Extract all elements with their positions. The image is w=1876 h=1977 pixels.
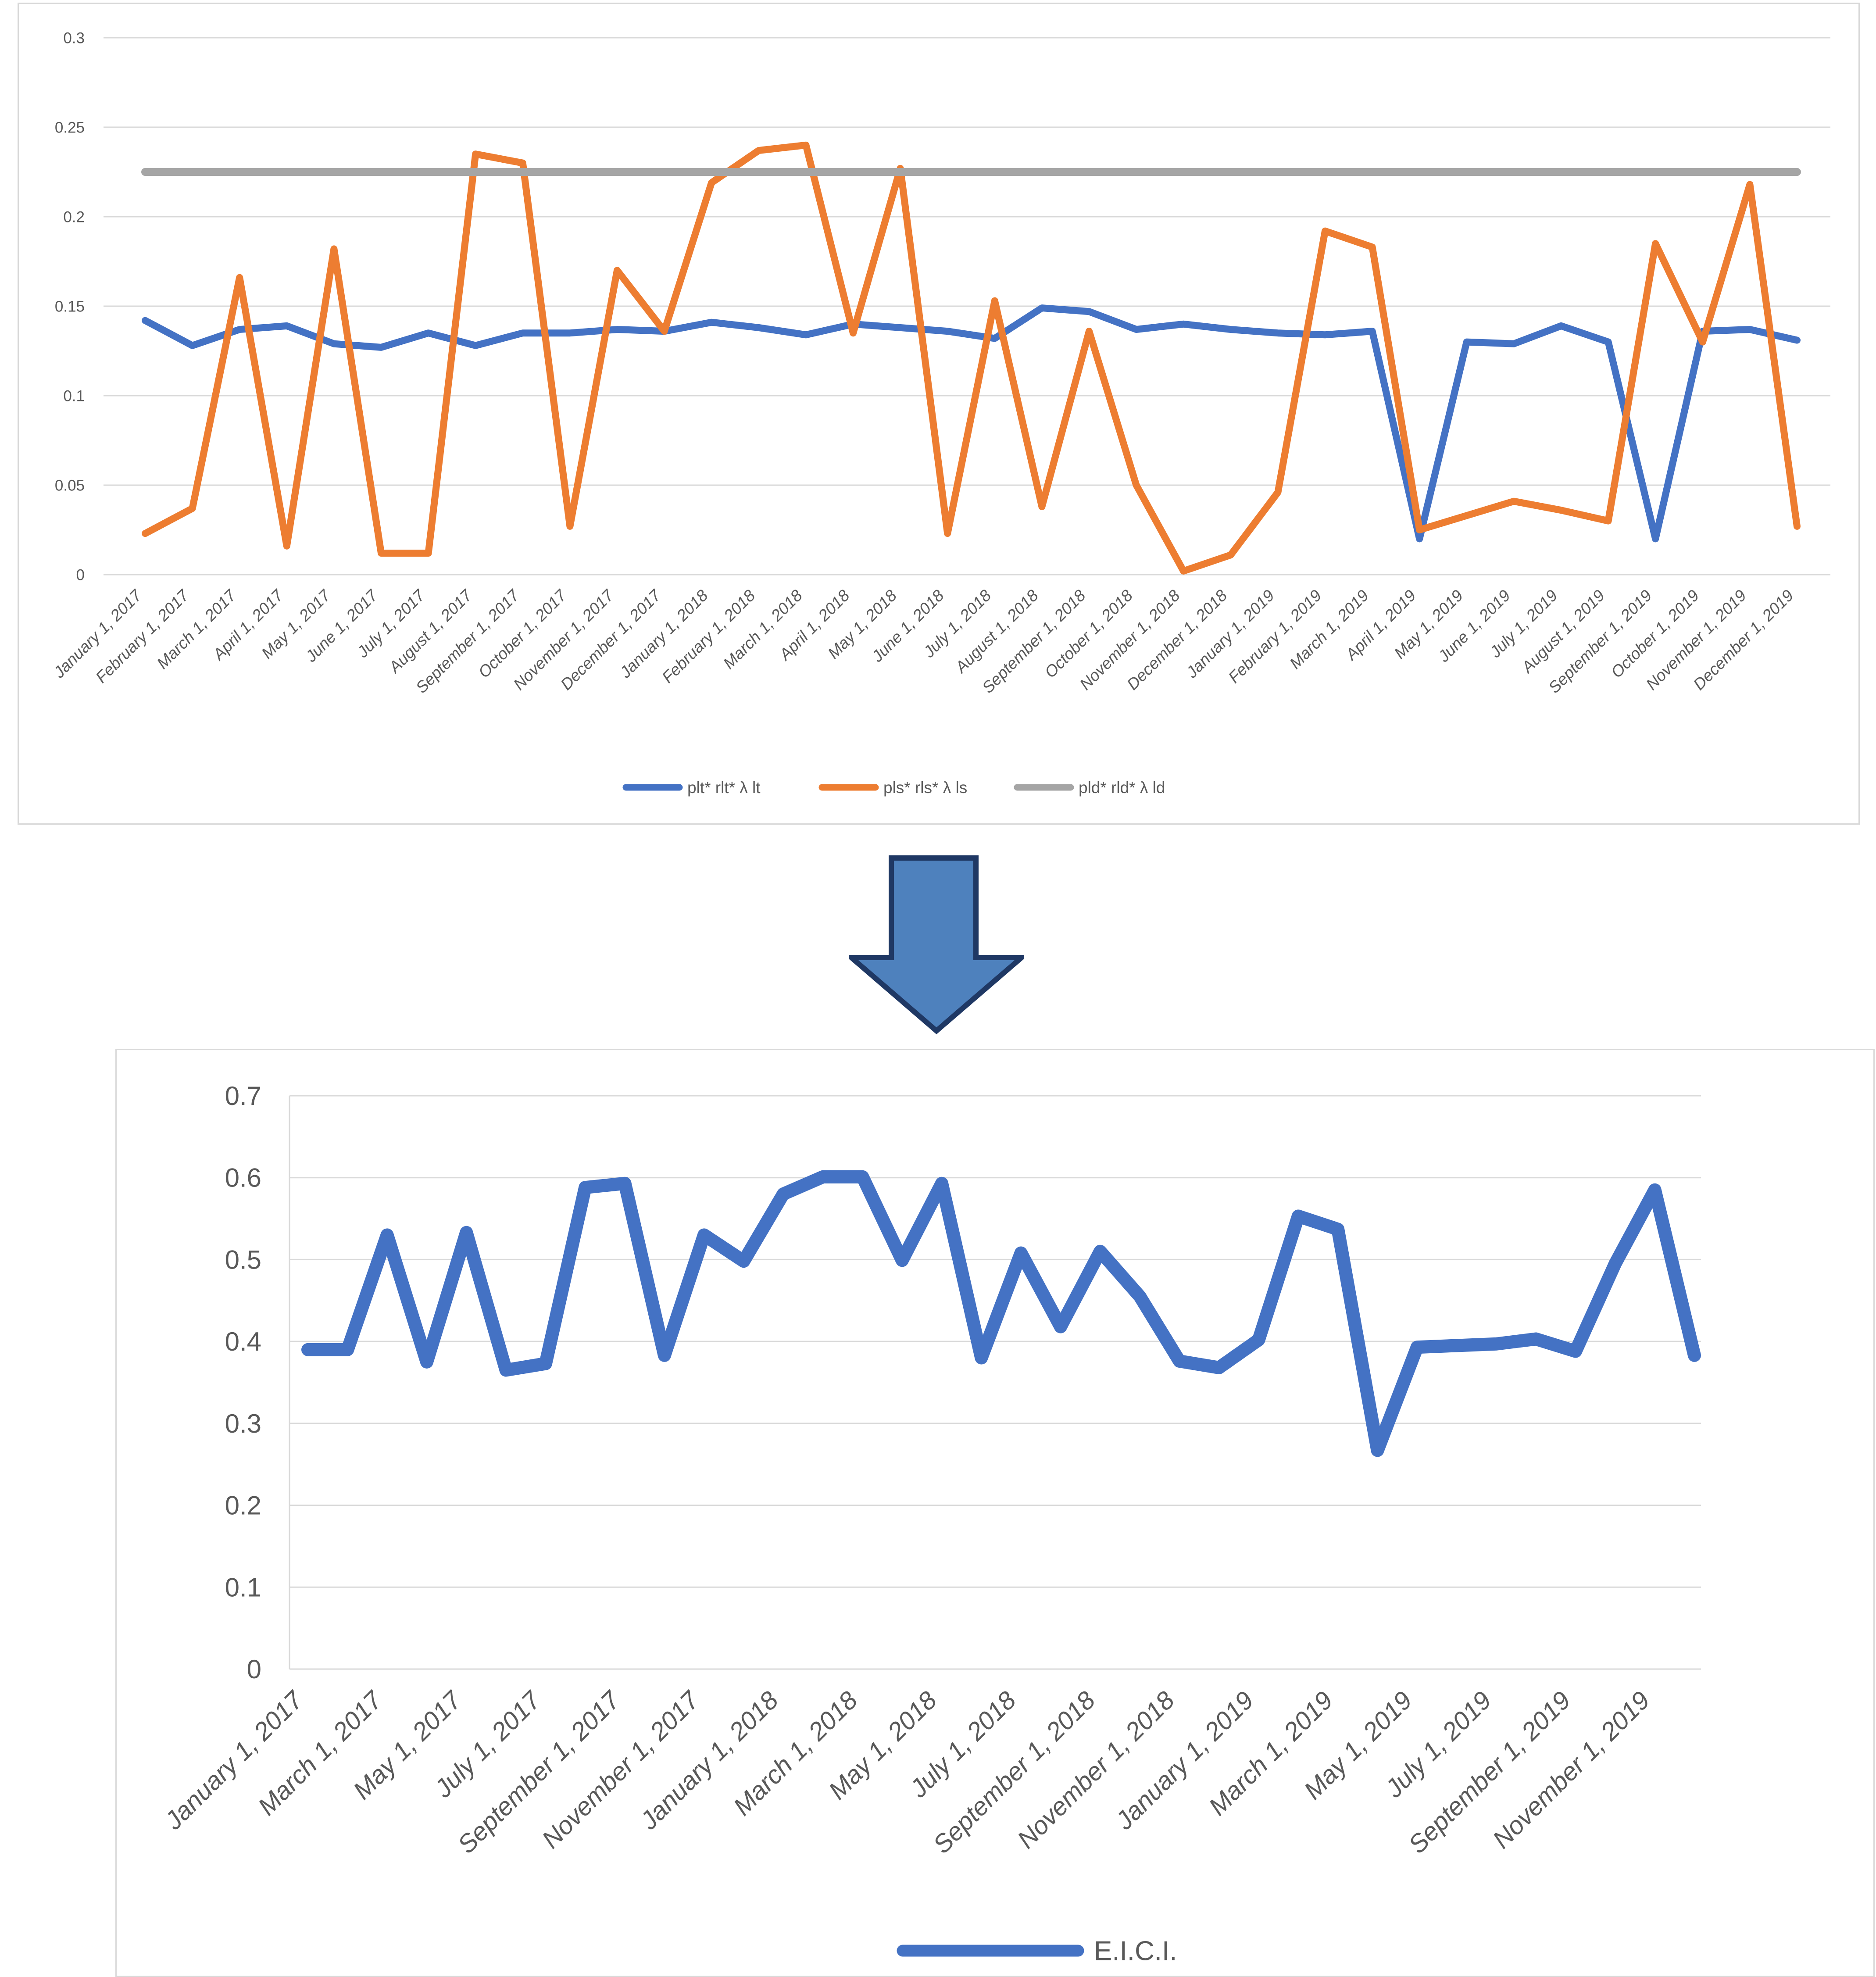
y-tick-label: 0.15 [55, 298, 85, 315]
x-tick-label: January 1, 2019 [1183, 586, 1278, 682]
y-tick-label: 0.1 [225, 1573, 261, 1602]
x-tick-label: January 1, 2019 [1110, 1686, 1259, 1835]
x-tick-label: January 1, 2017 [50, 586, 145, 682]
top-chart-plot: 0.3 0.25 0.2 0.15 0.1 0.05 0 January 1, 2017Feb… [50, 29, 1830, 797]
y-tick-label: 0.05 [55, 477, 85, 494]
series-lines [301, 1170, 1701, 1457]
legend: E.I.C.I. [897, 1936, 1177, 1966]
legend-label: pls* rls* λ ls [883, 779, 967, 797]
y-axis-labels: 0.7 0.6 0.5 0.4 0.3 0.2 0.1 0 [225, 1081, 261, 1684]
down-block-arrow-icon [849, 855, 1024, 1034]
x-tick-label: January 1, 2017 [159, 1685, 309, 1835]
y-tick-label: 0.2 [63, 208, 85, 225]
y-axis-labels: 0.3 0.25 0.2 0.15 0.1 0.05 0 [55, 29, 85, 583]
y-tick-label: 0.4 [225, 1327, 261, 1356]
x-tick-label: October 1, 2018 [1041, 586, 1136, 681]
x-tick-label: January 1, 2018 [634, 1686, 784, 1835]
legend-label: plt* rlt* λ lt [687, 779, 761, 797]
x-tick-label: March 1, 2017 [154, 586, 240, 672]
y-tick-label: 0.5 [225, 1245, 261, 1274]
x-tick-label: October 1, 2019 [1608, 586, 1703, 682]
series-line-0 [142, 304, 1801, 543]
bottom-chart: 0.7 0.6 0.5 0.4 0.3 0.2 0.1 0 January 1, 2017 Mar… [115, 1049, 1875, 1977]
series-line-0 [301, 1170, 1701, 1457]
y-tick-label: 0.1 [63, 387, 85, 404]
legend: plt* rlt* λ lt pls* rls* λ ls pld* rld* λ … [622, 779, 1165, 797]
x-tick-label: October 1, 2017 [475, 586, 570, 682]
top-chart: 0.3 0.25 0.2 0.15 0.1 0.05 0 January 1, 2017 Feb… [18, 3, 1860, 825]
y-tick-label: 0 [76, 566, 85, 583]
down-arrow [849, 854, 1024, 1034]
y-tick-label: 0.25 [55, 119, 85, 136]
gridlines [289, 1095, 1701, 1670]
x-tick-label: August 1, 2018 [951, 586, 1042, 677]
x-tick-label: November 1, 2019 [1487, 1686, 1655, 1854]
x-tick-label: August 1, 2017 [385, 586, 475, 677]
y-tick-label: 0.2 [225, 1491, 261, 1520]
x-tick-label: August 1, 2019 [1518, 586, 1608, 677]
y-tick-label: 0.3 [63, 29, 85, 46]
series-lines [141, 141, 1801, 575]
gridlines [104, 37, 1830, 576]
x-tick-label: January 1, 2018 [616, 586, 712, 682]
y-tick-label: 0.6 [225, 1163, 261, 1193]
y-tick-label: 0.7 [225, 1081, 261, 1111]
legend-label: E.I.C.I. [1094, 1936, 1177, 1966]
y-tick-label: 0 [247, 1655, 261, 1684]
legend-label: pld* rld* λ ld [1079, 779, 1165, 797]
y-tick-label: 0.3 [225, 1409, 261, 1438]
series-line-1 [142, 141, 1801, 575]
